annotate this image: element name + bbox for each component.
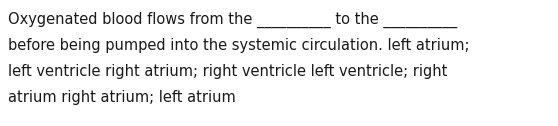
Text: Oxygenated blood flows from the __________ to the __________: Oxygenated blood flows from the ________… <box>8 12 457 28</box>
Text: atrium right atrium; left atrium: atrium right atrium; left atrium <box>8 90 235 105</box>
Text: left ventricle right atrium; right ventricle left ventricle; right: left ventricle right atrium; right ventr… <box>8 64 448 79</box>
Text: before being pumped into the systemic circulation. left atrium;: before being pumped into the systemic ci… <box>8 38 469 53</box>
